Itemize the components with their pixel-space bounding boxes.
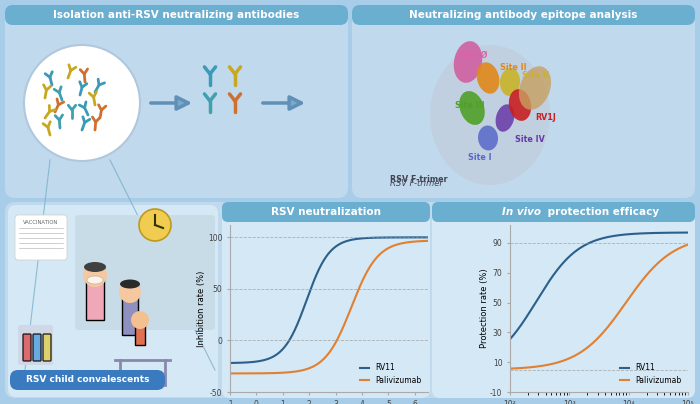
FancyBboxPatch shape — [222, 202, 430, 398]
FancyBboxPatch shape — [5, 202, 695, 398]
FancyBboxPatch shape — [5, 5, 348, 198]
Ellipse shape — [84, 262, 106, 272]
Text: RSV F-trimer: RSV F-trimer — [390, 179, 443, 187]
FancyBboxPatch shape — [33, 334, 41, 361]
Text: Site III: Site III — [455, 101, 484, 109]
FancyBboxPatch shape — [23, 334, 31, 361]
Text: Neutralizing antibody epitope analysis: Neutralizing antibody epitope analysis — [410, 10, 638, 20]
Text: RSV child convalescents: RSV child convalescents — [26, 375, 149, 385]
Ellipse shape — [430, 45, 550, 185]
Circle shape — [119, 281, 141, 303]
Circle shape — [24, 45, 140, 161]
Ellipse shape — [477, 62, 499, 94]
Text: Site I: Site I — [468, 154, 491, 162]
Text: VACCINATION: VACCINATION — [23, 220, 59, 225]
Text: Site IV: Site IV — [515, 135, 545, 145]
FancyArrow shape — [86, 265, 104, 320]
FancyBboxPatch shape — [18, 325, 53, 365]
Text: In vivo: In vivo — [503, 207, 542, 217]
FancyBboxPatch shape — [8, 205, 218, 397]
FancyBboxPatch shape — [432, 202, 695, 398]
Ellipse shape — [519, 66, 551, 110]
FancyBboxPatch shape — [5, 5, 348, 25]
Ellipse shape — [87, 276, 103, 284]
Text: Site V: Site V — [522, 72, 549, 80]
Text: RSV F-trimer: RSV F-trimer — [390, 175, 447, 185]
FancyBboxPatch shape — [43, 334, 51, 361]
FancyBboxPatch shape — [432, 202, 695, 222]
FancyArrow shape — [135, 320, 145, 345]
Circle shape — [83, 263, 107, 287]
Ellipse shape — [459, 91, 485, 125]
Y-axis label: Inhibition rate (%): Inhibition rate (%) — [197, 270, 206, 347]
Text: RV1J: RV1J — [535, 114, 556, 122]
Text: Site II: Site II — [500, 63, 526, 72]
Y-axis label: Protection rate (%): Protection rate (%) — [480, 269, 489, 348]
Ellipse shape — [454, 41, 482, 83]
FancyBboxPatch shape — [15, 215, 67, 260]
Ellipse shape — [500, 68, 520, 96]
Legend: RV11, Palivizumab: RV11, Palivizumab — [356, 360, 424, 388]
FancyBboxPatch shape — [10, 370, 165, 390]
Text: Isolation anti-RSV neutralizing antibodies: Isolation anti-RSV neutralizing antibodi… — [53, 10, 300, 20]
Ellipse shape — [478, 126, 498, 150]
FancyBboxPatch shape — [352, 5, 695, 25]
Text: RSV neutralization: RSV neutralization — [271, 207, 381, 217]
Text: protection efficacy: protection efficacy — [543, 207, 659, 217]
Ellipse shape — [496, 104, 514, 132]
Legend: RV11, Palivizumab: RV11, Palivizumab — [617, 360, 684, 388]
Ellipse shape — [120, 280, 140, 288]
FancyBboxPatch shape — [352, 5, 695, 198]
Circle shape — [139, 209, 171, 241]
FancyArrow shape — [122, 285, 138, 335]
Circle shape — [131, 311, 149, 329]
Text: Site Ø: Site Ø — [460, 50, 487, 59]
FancyBboxPatch shape — [222, 202, 430, 222]
FancyBboxPatch shape — [75, 215, 215, 330]
Ellipse shape — [509, 89, 531, 121]
